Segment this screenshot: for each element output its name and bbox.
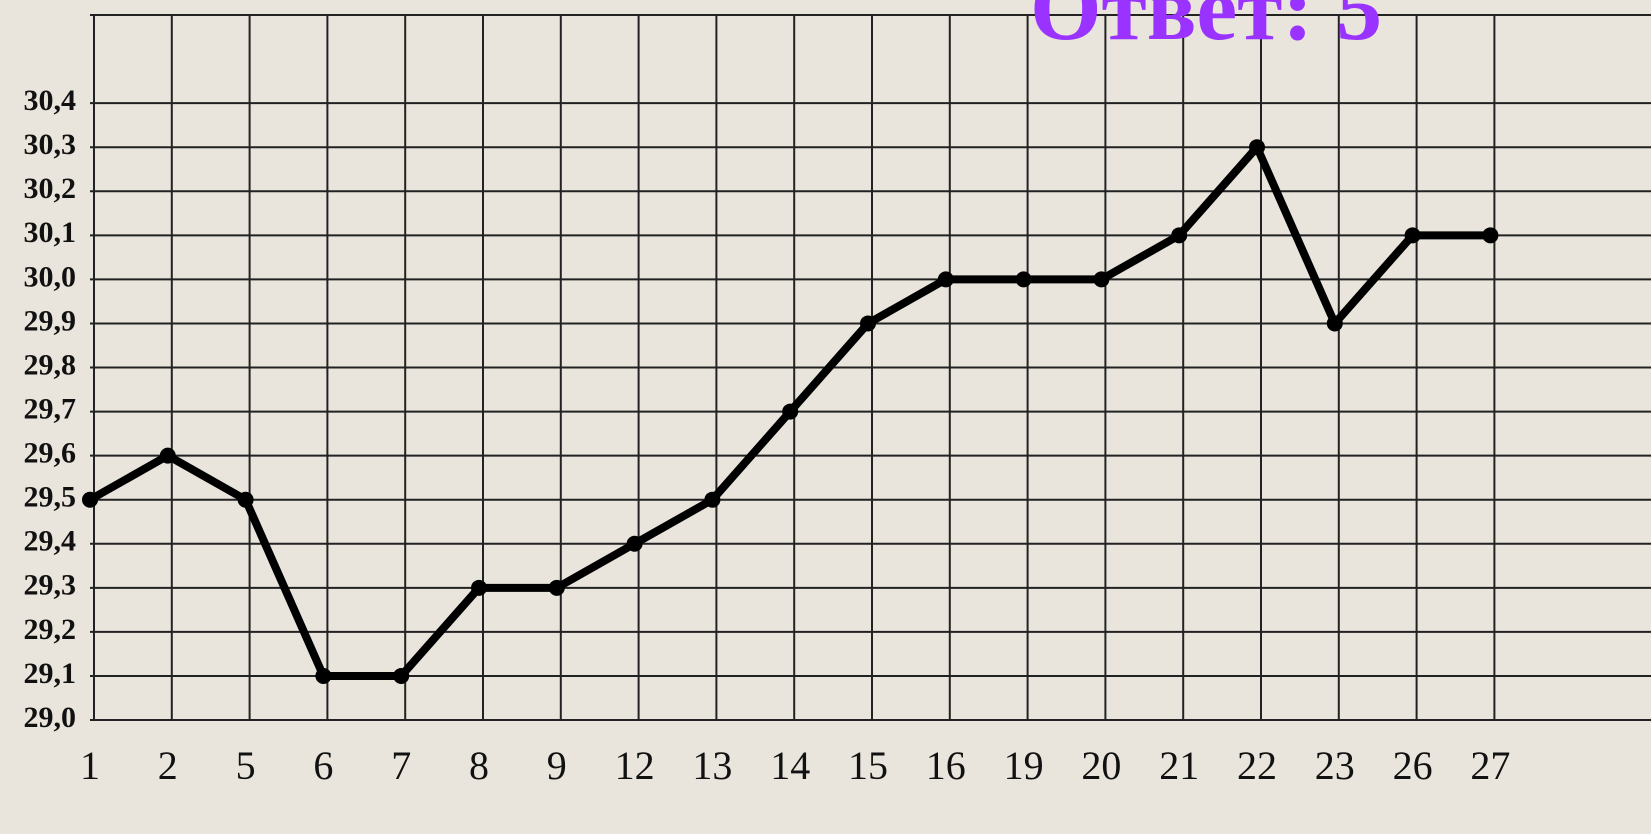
x-tick-label: 23: [1315, 743, 1355, 788]
annotation: Ответ: 5: [1030, 0, 1382, 59]
point: [704, 491, 721, 508]
point: [237, 491, 254, 508]
x-tick-label: 6: [313, 743, 333, 788]
x-tick-label: 14: [770, 743, 810, 788]
x-tick-label: 13: [692, 743, 732, 788]
y-tick-label: 29,9: [24, 304, 77, 337]
point: [82, 491, 98, 508]
point: [782, 403, 799, 420]
x-tick-label: 21: [1159, 743, 1199, 788]
y-tick-label: 29,7: [24, 392, 77, 425]
x-tick-label: 19: [1004, 743, 1044, 788]
point: [1249, 139, 1265, 156]
x-tick-label: 9: [547, 743, 567, 788]
point: [626, 535, 643, 552]
ticks: 29,0 29,1 29,2 29,3 29,4 29,5 29,6 29,7 29,8 29,9…: [24, 84, 1511, 788]
x-tick-label: 5: [236, 743, 256, 788]
point: [548, 579, 565, 596]
y-tick-label: 30,3: [24, 128, 77, 161]
x-tick-label: 15: [848, 743, 888, 788]
x-tick-label: 2: [158, 743, 178, 788]
y-tick-label: 30,0: [24, 260, 77, 293]
x-tick-label: 12: [615, 743, 655, 788]
point: [393, 667, 410, 684]
point: [315, 667, 332, 684]
x-tick-label: 7: [391, 743, 411, 788]
y-tick-label: 29,1: [24, 657, 77, 690]
point: [937, 271, 954, 288]
point: [1326, 315, 1343, 332]
y-tick-label: 29,0: [24, 701, 77, 734]
y-tick-label: 29,8: [24, 348, 77, 381]
y-tick-label: 29,5: [24, 481, 77, 514]
x-tick-label: 8: [469, 743, 489, 788]
point: [159, 447, 176, 464]
point: [1015, 271, 1032, 288]
x-tick-label: 16: [926, 743, 966, 788]
y-tick-label: 29,2: [24, 613, 77, 646]
lines: [82, 139, 1499, 684]
y-tick-label: 30,2: [24, 172, 77, 205]
x-tick-label: 1: [80, 743, 100, 788]
x-tick-label: 22: [1237, 743, 1277, 788]
grid: [90, 14, 1651, 721]
x-tick-label: 26: [1393, 743, 1433, 788]
point: [1482, 227, 1499, 244]
point: [471, 579, 487, 596]
point: [1171, 227, 1188, 244]
point: [860, 315, 876, 332]
y-tick-label: 30,1: [24, 216, 77, 249]
x-tick-label: 20: [1081, 743, 1121, 788]
y-tick-label: 30,4: [24, 84, 77, 117]
x-tick-label: 27: [1470, 743, 1510, 788]
point: [1404, 227, 1421, 244]
y-tick-label: 29,4: [24, 525, 77, 558]
y-tick-label: 29,6: [24, 437, 77, 470]
point: [1093, 271, 1110, 288]
y-tick-label: 29,3: [24, 569, 77, 602]
